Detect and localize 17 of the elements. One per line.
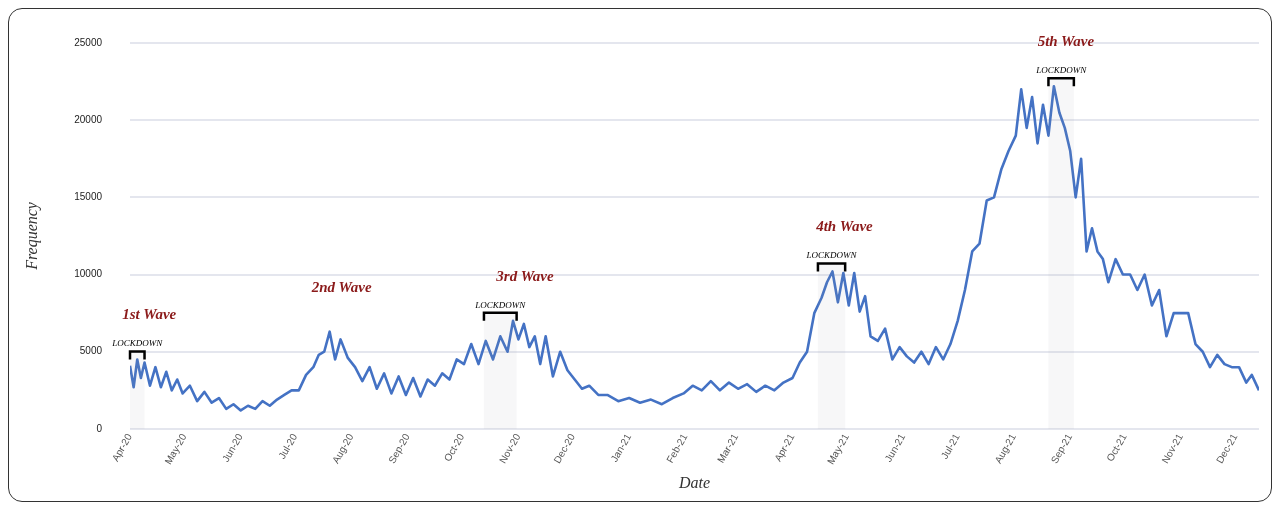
annotation: 1st Wave <box>122 306 177 323</box>
y-tick-label: 5000 <box>79 345 103 357</box>
y-tick-label: 25000 <box>74 36 103 48</box>
y-tick-label: 15000 <box>74 191 103 203</box>
y-tick-label: 10000 <box>74 268 103 280</box>
y-tick-label: 0 <box>96 422 103 434</box>
band-label: LOCKDOWN <box>805 250 858 261</box>
y-tick-label: 20000 <box>74 113 103 125</box>
band-label: LOCKDOWN <box>474 299 527 310</box>
band-label: LOCKDOWN <box>111 338 164 349</box>
annotation: 3rd Wave <box>495 267 555 284</box>
band-label: LOCKDOWN <box>1035 65 1088 76</box>
x-axis-title: Date <box>677 473 711 491</box>
y-axis-title: Frequency <box>22 201 41 271</box>
annotation: 2nd Wave <box>310 278 372 295</box>
annotation: 4th Wave <box>815 218 874 235</box>
annotation: 5th Wave <box>1037 33 1095 50</box>
